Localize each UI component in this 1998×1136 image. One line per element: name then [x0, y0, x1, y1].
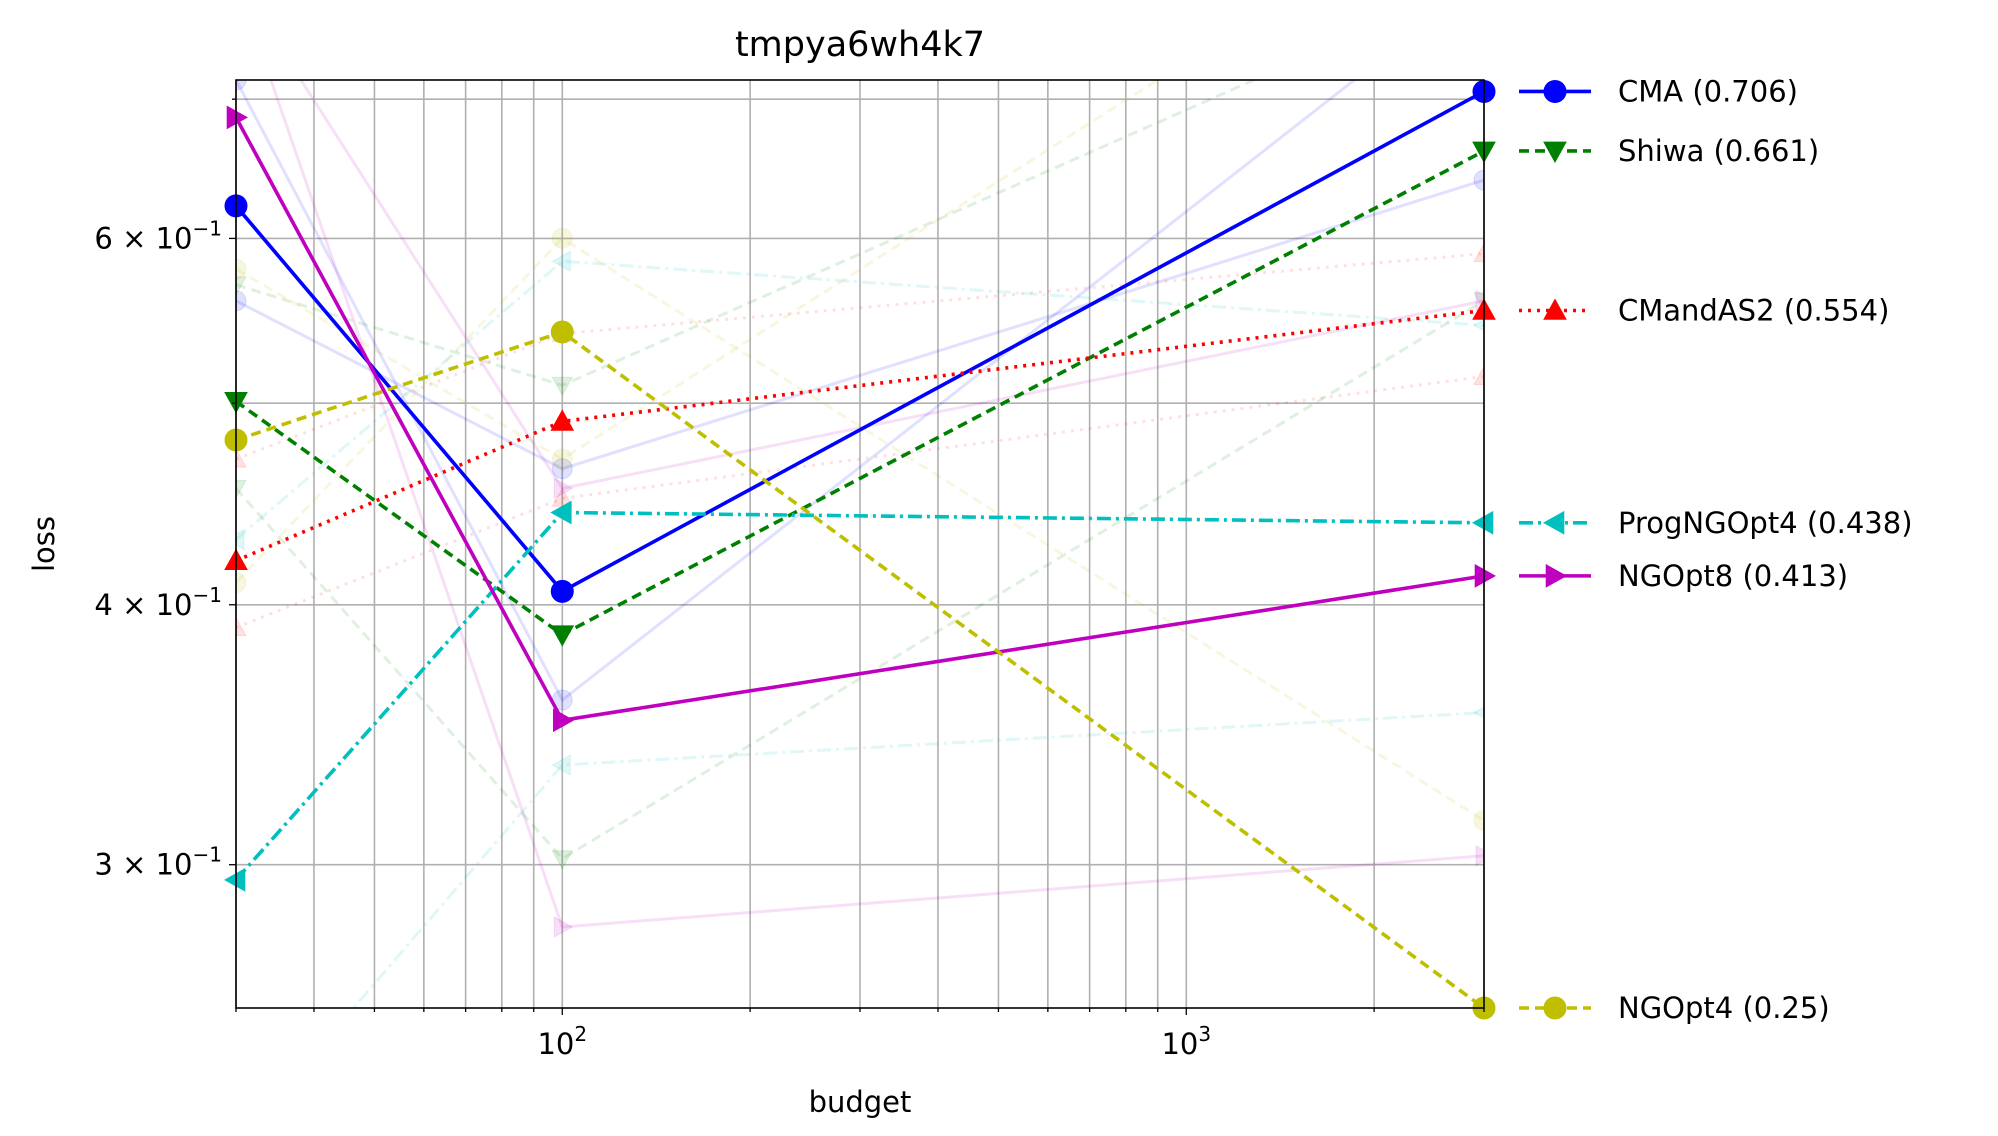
series-marker-progngopt4 — [223, 868, 246, 892]
faint-series-marker — [1472, 319, 1484, 332]
faint-series-marker — [236, 528, 245, 551]
faint-series-line — [236, 80, 1161, 461]
legend-marker-shiwa — [1543, 141, 1567, 163]
legend-marker-cmandas2 — [1543, 298, 1567, 320]
faint-series-marker — [1473, 169, 1484, 191]
series-marker-shiwa — [550, 625, 575, 647]
y-tick-label: 3 × 10−1 — [94, 843, 222, 882]
legend-marker-ngopt8 — [1545, 564, 1568, 588]
background-series — [236, 80, 1484, 1008]
faint-series-marker — [236, 290, 247, 312]
legend-marker-cma — [1543, 79, 1567, 103]
faint-series-marker — [551, 376, 574, 397]
chart-title: tmpya6wh4k7 — [735, 25, 985, 65]
series-marker-ngopt8 — [226, 105, 249, 130]
series-marker-cmandas2 — [550, 409, 575, 431]
series-marker-ngopt8 — [1474, 564, 1497, 588]
faint-series-marker — [236, 479, 247, 500]
faint-series-line — [269, 80, 1484, 929]
faint-series-marker — [1472, 706, 1484, 719]
faint-series-line — [236, 299, 1484, 861]
faint-series-marker — [551, 458, 573, 480]
series-marker-ngopt8 — [552, 708, 575, 733]
faint-series-marker — [236, 258, 247, 280]
series-marker-cma — [550, 579, 574, 603]
legend: CMA (0.706) Shiwa (0.661) CMandAS2 (0.554)… — [1519, 74, 1913, 1025]
axis-ticks: 102 103 3 × 10−1 4 × 10−1 6 × 10−1 — [94, 98, 1485, 1061]
legend-label-progngopt4: ProgNGOpt4 (0.438) — [1618, 506, 1913, 540]
y-axis-label: loss — [27, 516, 61, 572]
faint-series-marker — [236, 616, 247, 637]
faint-series-marker — [551, 754, 571, 776]
faint-series-group — [236, 80, 1484, 1008]
legend-label-cmandas2: CMandAS2 (0.554) — [1618, 294, 1889, 328]
faint-series-marker — [551, 250, 571, 273]
faint-series-line — [236, 259, 1484, 541]
faint-series-line — [236, 178, 1484, 471]
x-axis-label: budget — [809, 1085, 912, 1119]
legend-label-shiwa: Shiwa (0.661) — [1618, 134, 1819, 168]
faint-series-marker — [553, 916, 574, 938]
series-line-cmandas2 — [235, 308, 1485, 563]
legend-label-ngopt8: NGOpt8 (0.413) — [1618, 559, 1848, 593]
faint-series-marker — [551, 448, 573, 470]
faint-series-marker — [236, 276, 247, 296]
faint-series-marker — [1473, 365, 1484, 385]
series-marker-ngopt4 — [550, 320, 574, 344]
faint-series-line — [351, 711, 1484, 1008]
faint-series-line — [236, 80, 1357, 703]
legend-marker-progngopt4 — [1542, 510, 1565, 535]
faint-series-line — [299, 80, 1484, 491]
faint-series-marker — [551, 227, 573, 249]
faint-series-marker — [236, 448, 247, 468]
legend-marker-ngopt4 — [1543, 996, 1567, 1020]
faint-series-marker — [236, 80, 247, 91]
faint-series-marker — [1475, 844, 1484, 867]
x-tick-label: 103 — [1161, 1022, 1211, 1061]
faint-series-marker — [553, 477, 574, 500]
legend-label-ngopt4: NGOpt4 (0.25) — [1618, 991, 1830, 1025]
y-tick-label: 4 × 10−1 — [94, 583, 222, 622]
x-tick-label: 102 — [537, 1022, 587, 1061]
highlighted-series — [223, 79, 1497, 1020]
faint-series-marker — [236, 571, 247, 593]
faint-series-marker — [551, 850, 574, 870]
legend-label-cma: CMA (0.706) — [1618, 74, 1798, 108]
faint-series-marker — [1473, 242, 1484, 263]
faint-series-line — [236, 236, 1484, 822]
faint-series-marker — [1473, 810, 1484, 832]
y-tick-label: 6 × 10−1 — [94, 216, 222, 255]
series-marker-progngopt4 — [1471, 510, 1494, 535]
series-marker-progngopt4 — [550, 500, 572, 525]
